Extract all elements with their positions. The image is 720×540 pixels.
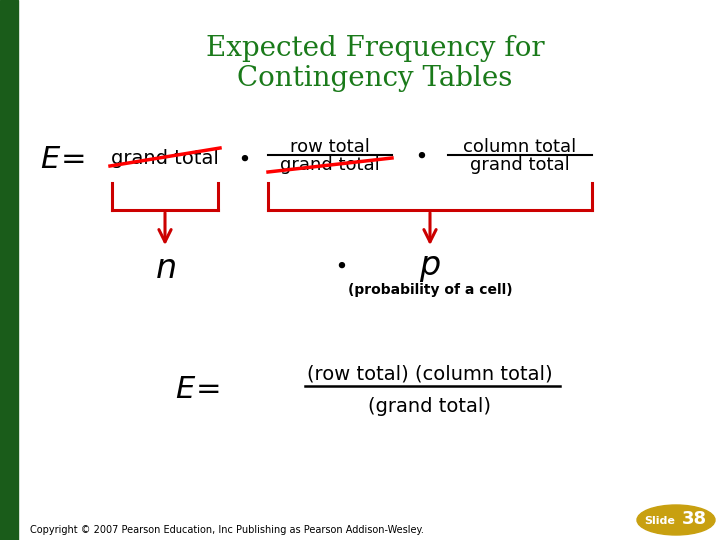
Text: $\bullet$: $\bullet$	[334, 255, 346, 275]
Text: column total: column total	[464, 138, 577, 156]
Text: $p$: $p$	[419, 252, 441, 285]
Bar	[0, 0, 18, 540]
Text: $E\!=\!$: $E\!=\!$	[175, 375, 220, 404]
Text: Contingency Tables: Contingency Tables	[238, 64, 513, 91]
Text: (row total) (column total): (row total) (column total)	[307, 364, 553, 383]
Text: row total: row total	[290, 138, 370, 156]
Text: $E\!=\!$: $E\!=\!$	[40, 145, 85, 174]
Text: $\bullet$: $\bullet$	[414, 145, 426, 165]
Text: $n$: $n$	[155, 252, 176, 285]
Text: grand total: grand total	[470, 156, 570, 174]
Text: (grand total): (grand total)	[369, 396, 492, 415]
Text: Slide: Slide	[644, 516, 675, 526]
Text: grand total: grand total	[280, 156, 380, 174]
Text: (probability of a cell): (probability of a cell)	[348, 283, 513, 297]
Text: $\bullet$: $\bullet$	[237, 148, 249, 168]
Text: 38: 38	[681, 510, 706, 528]
Text: Copyright © 2007 Pearson Education, Inc Publishing as Pearson Addison-Wesley.: Copyright © 2007 Pearson Education, Inc …	[30, 525, 424, 535]
Text: Expected Frequency for: Expected Frequency for	[206, 35, 544, 62]
Text: grand total: grand total	[111, 148, 219, 167]
Ellipse shape	[637, 505, 715, 535]
